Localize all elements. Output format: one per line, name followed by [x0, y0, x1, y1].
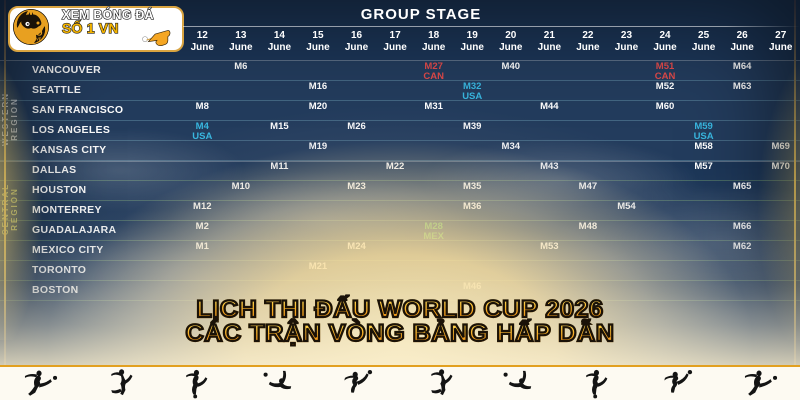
svg-text:LIVE: LIVE [32, 36, 41, 41]
